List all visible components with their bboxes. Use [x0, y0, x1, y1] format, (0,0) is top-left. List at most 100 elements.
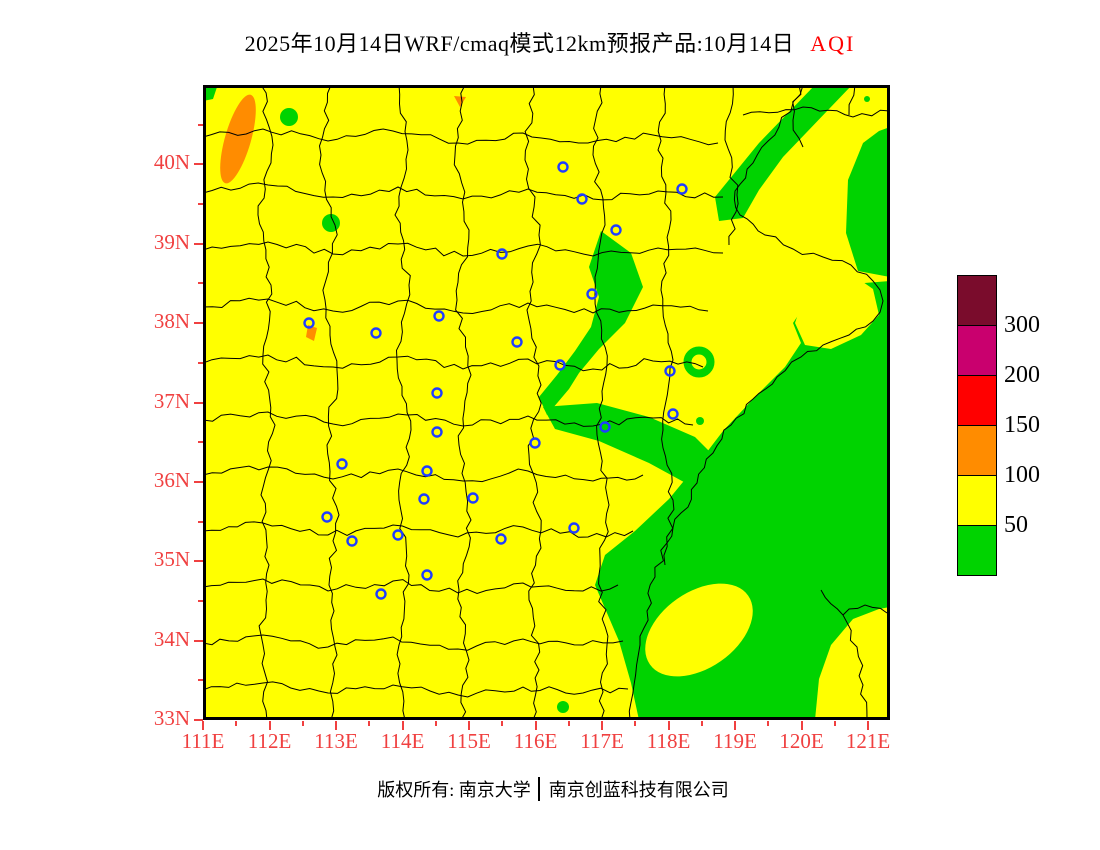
y-axis-label: 40N [153, 150, 190, 175]
x-axis-tick [534, 721, 537, 730]
x-axis-tick [634, 721, 637, 726]
green-aqi-region [846, 127, 890, 277]
y-axis-tick [194, 163, 203, 166]
x-axis-label: 121E [845, 729, 891, 753]
y-axis-tick [198, 441, 203, 444]
green-aqi-spot [557, 701, 569, 713]
city-marker [321, 511, 333, 523]
green-aqi-region [543, 403, 715, 487]
copyright-footer: 版权所有: 南京大学 南京创蓝科技有限公司 [203, 776, 903, 802]
legend-swatch [957, 275, 997, 326]
county-boundary [453, 85, 472, 720]
county-boundary [203, 182, 724, 201]
y-axis-label: 35N [153, 547, 190, 572]
county-boundary [628, 85, 884, 720]
y-axis-label: 39N [153, 229, 190, 254]
city-marker [495, 533, 507, 545]
x-axis-label: 120E [779, 729, 824, 753]
city-marker [667, 408, 679, 420]
x-axis-tick [434, 721, 437, 726]
x-axis-tick [667, 721, 670, 730]
city-marker [610, 224, 622, 236]
county-boundary [203, 578, 619, 595]
county-boundary [203, 465, 644, 483]
x-axis-label: 116E [513, 729, 558, 753]
copyright-company: 南京创蓝科技有限公司 [548, 780, 729, 800]
x-axis-tick [501, 721, 504, 726]
city-marker [576, 193, 588, 205]
legend-tick-label: 100 [1004, 462, 1040, 488]
city-marker [421, 465, 433, 477]
page-title: 2025年10月14日WRF/cmaq模式12km预报产品:10月14日 AQI [150, 26, 950, 58]
x-axis-tick [700, 721, 703, 726]
x-axis-label: 115E [447, 729, 491, 753]
county-boundary [203, 297, 709, 315]
legend-swatch [957, 475, 997, 526]
orange-aqi-patch [306, 325, 317, 341]
city-marker [418, 493, 430, 505]
x-axis-tick [601, 721, 603, 730]
city-marker [664, 365, 676, 377]
county-boundary [820, 589, 868, 720]
county-boundary [524, 85, 542, 720]
county-boundary [657, 85, 675, 566]
y-axis-tick [198, 123, 203, 126]
county-boundary [318, 85, 340, 720]
city-marker [336, 458, 348, 470]
county-boundary [203, 241, 724, 257]
county-boundary [203, 128, 719, 146]
x-axis-label: 113E [314, 729, 358, 753]
city-marker [431, 426, 443, 438]
y-axis-tick [198, 282, 203, 285]
x-axis-tick [401, 721, 404, 730]
city-marker [586, 288, 598, 300]
x-axis-tick [867, 721, 869, 730]
legend-tick-label: 300 [1004, 312, 1040, 338]
x-axis-tick [567, 721, 570, 726]
orange-aqi-patch [220, 94, 256, 184]
county-boundary [394, 85, 412, 720]
city-marker [496, 248, 508, 260]
green-aqi-spot [280, 108, 298, 126]
city-marker [431, 387, 443, 399]
map-frame [203, 85, 890, 720]
legend-tick-label: 150 [1004, 412, 1040, 438]
y-axis-label: 37N [153, 388, 190, 413]
legend-swatch [957, 525, 997, 576]
green-aqi-spot [864, 96, 870, 102]
x-axis-label: 117E [580, 729, 624, 753]
x-axis-tick [268, 721, 271, 730]
x-axis-tick [833, 721, 836, 726]
county-boundary [203, 634, 624, 651]
x-axis-tick [767, 721, 770, 726]
green-aqi-spot [737, 426, 753, 442]
city-marker [433, 310, 445, 322]
county-boundary [724, 85, 739, 246]
y-axis-tick [198, 679, 203, 682]
county-boundary [842, 604, 888, 616]
copyright-owner: 版权所有: 南京大学 [377, 780, 531, 800]
y-axis-tick [194, 322, 203, 325]
city-marker [467, 492, 479, 504]
legend-swatch [957, 375, 997, 426]
county-boundary [592, 85, 610, 720]
y-axis-tick [198, 361, 203, 364]
city-marker [303, 317, 315, 329]
y-axis-tick [194, 401, 203, 404]
title-aqi-label: AQI [810, 31, 856, 56]
county-boundary [203, 521, 634, 538]
separator-bar [537, 777, 540, 801]
county-boundary [848, 85, 856, 116]
green-aqi-region [715, 85, 852, 221]
city-marker [375, 588, 387, 600]
green-aqi-spot [696, 417, 704, 425]
city-marker [421, 569, 433, 581]
y-axis-tick [194, 560, 203, 563]
x-axis-label: 114E [380, 729, 425, 753]
city-marker [557, 161, 569, 173]
county-boundary [203, 681, 629, 698]
x-axis-tick [800, 721, 803, 730]
map-canvas [203, 85, 890, 720]
y-axis-tick [198, 203, 203, 206]
y-axis-label: 33N [153, 706, 190, 730]
